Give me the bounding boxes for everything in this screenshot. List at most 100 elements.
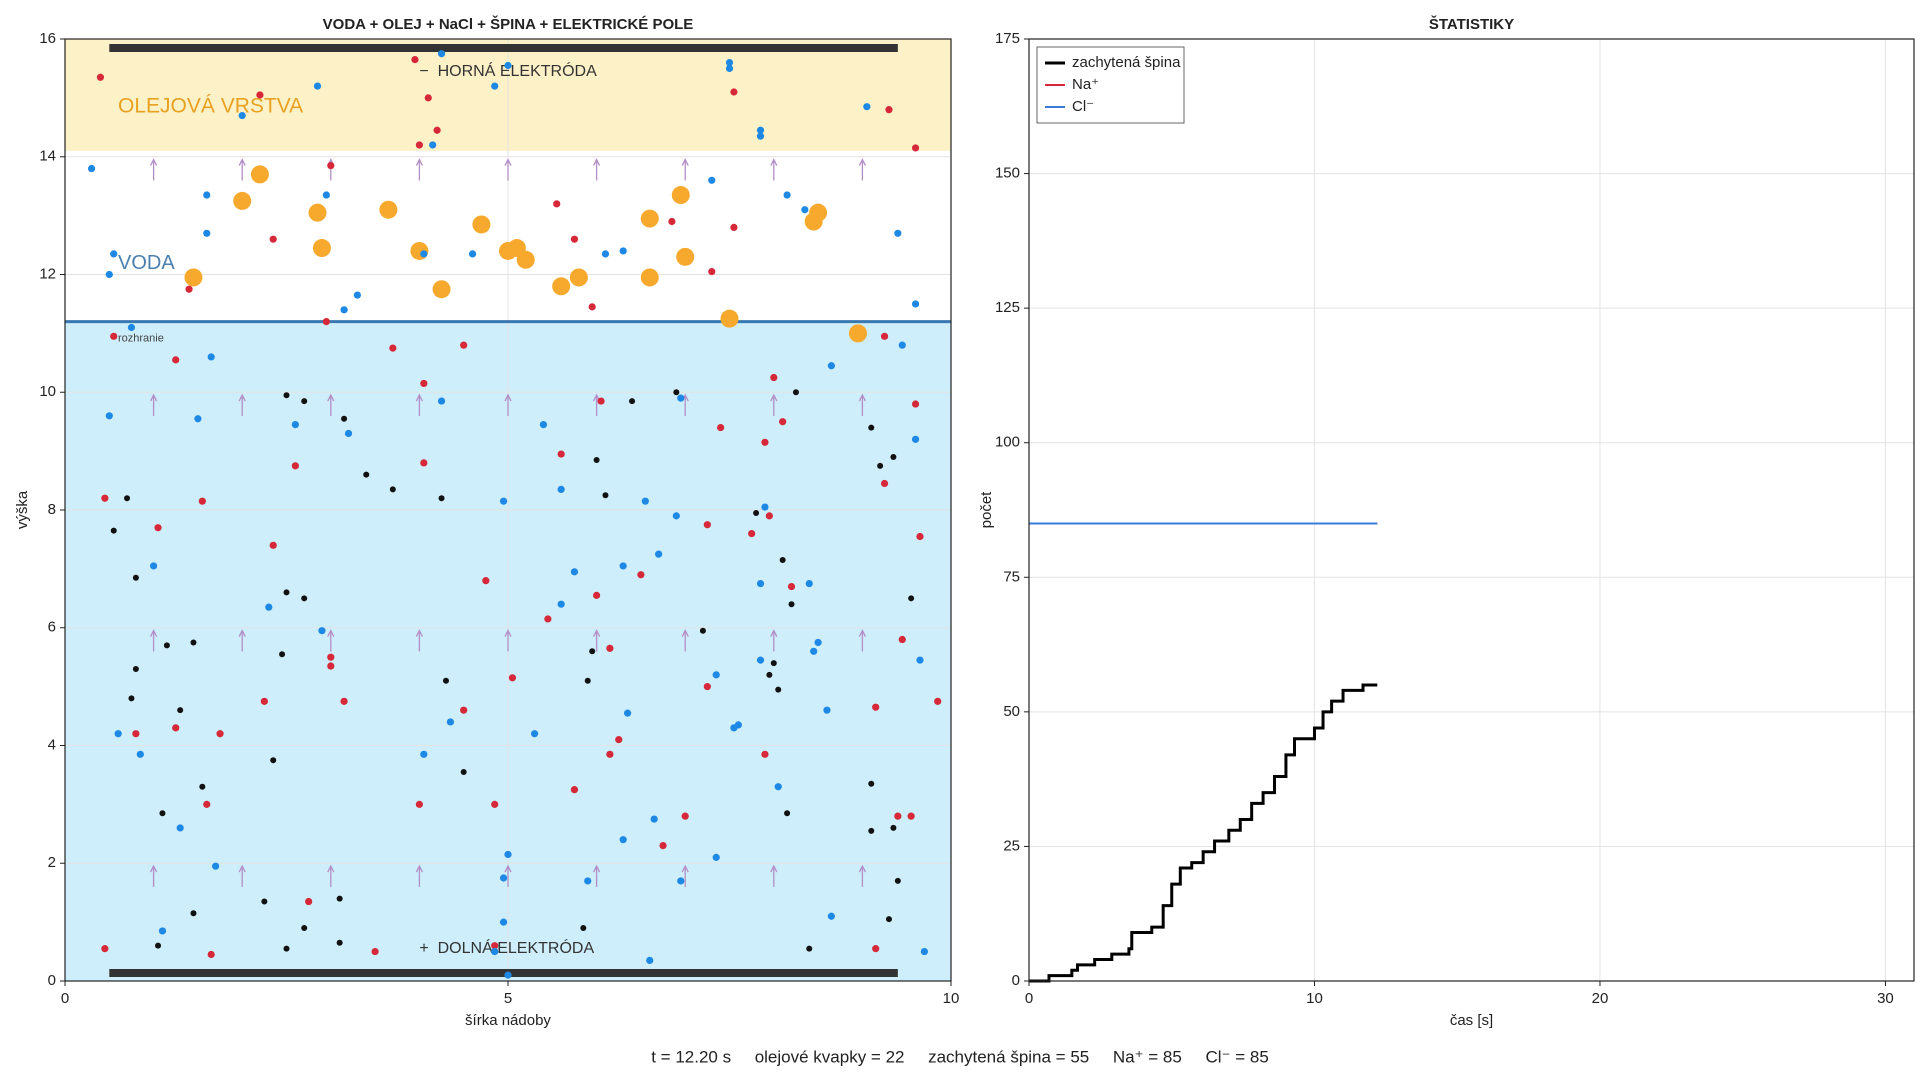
particle xyxy=(124,495,131,502)
particle xyxy=(570,568,579,576)
particle xyxy=(424,94,432,102)
particle xyxy=(646,956,654,964)
particle xyxy=(429,141,437,149)
particle xyxy=(312,239,331,258)
particle xyxy=(260,697,268,705)
field-arrow xyxy=(593,864,601,888)
particle xyxy=(155,942,162,949)
particle xyxy=(499,918,508,926)
particle xyxy=(327,662,335,670)
particle xyxy=(916,532,924,541)
particle xyxy=(756,126,765,134)
y-tick-label: 25 xyxy=(1003,837,1020,854)
y-tick-label: 12 xyxy=(39,265,56,282)
x-tick-label: 5 xyxy=(504,990,512,1007)
particle xyxy=(132,730,140,738)
particle xyxy=(650,815,658,823)
x-tick-label: 20 xyxy=(1592,990,1609,1007)
particle xyxy=(283,589,290,596)
particle xyxy=(681,812,689,820)
particle xyxy=(344,429,353,438)
field-arrow xyxy=(593,158,601,181)
particle xyxy=(499,497,508,505)
particle xyxy=(907,812,915,820)
particle xyxy=(606,750,614,758)
particle xyxy=(589,648,596,655)
particle xyxy=(233,191,252,210)
particle xyxy=(659,841,667,850)
field-arrow xyxy=(327,629,335,652)
y-tick-label: 10 xyxy=(39,383,56,400)
particle xyxy=(433,126,441,134)
particle xyxy=(336,895,343,902)
particle xyxy=(504,971,512,979)
particle xyxy=(823,706,831,714)
particle xyxy=(504,850,512,859)
particle xyxy=(371,947,379,956)
particle xyxy=(190,910,197,917)
particle xyxy=(641,497,649,505)
particle xyxy=(770,373,778,382)
legend-label: Na⁺ xyxy=(1072,76,1099,93)
field-arrow xyxy=(770,158,778,181)
particle xyxy=(570,786,579,794)
particle xyxy=(389,344,397,352)
field-arrow xyxy=(327,864,335,888)
particle xyxy=(114,730,122,738)
particle xyxy=(110,527,117,534)
particle xyxy=(779,557,786,564)
particle xyxy=(491,800,499,808)
particle xyxy=(110,332,118,340)
bottom-electrode-label: + DOLNÁ ELEKTRÓDA xyxy=(419,938,594,957)
field-arrow xyxy=(415,864,423,888)
field-arrow xyxy=(858,629,866,652)
particle xyxy=(868,827,875,834)
particle xyxy=(322,191,330,199)
legend-label: zachytená špina xyxy=(1072,54,1181,71)
particle xyxy=(629,398,636,405)
particle xyxy=(132,665,139,672)
particle xyxy=(756,132,765,140)
y-tick-label: 150 xyxy=(995,165,1020,182)
particle xyxy=(916,656,924,664)
particle xyxy=(756,579,765,588)
particle xyxy=(442,677,449,684)
particle xyxy=(894,229,902,237)
field-arrow xyxy=(150,864,158,888)
particle xyxy=(624,709,632,717)
particle xyxy=(890,454,897,461)
particle xyxy=(602,492,609,499)
particle xyxy=(446,718,455,726)
particle xyxy=(190,639,197,646)
field-arrow xyxy=(770,393,778,417)
particle xyxy=(185,285,193,293)
particle xyxy=(336,939,343,946)
particle xyxy=(814,638,822,647)
particle xyxy=(779,418,787,426)
particle xyxy=(720,309,739,328)
x-axis-label: šírka nádoby xyxy=(465,1012,551,1029)
particle xyxy=(619,836,627,844)
x-tick-label: 0 xyxy=(1025,990,1033,1007)
oil-label: OLEJOVÁ VRSTVA xyxy=(118,94,303,117)
particle xyxy=(110,250,118,258)
field-arrow xyxy=(327,393,335,417)
particle xyxy=(353,291,361,299)
particle xyxy=(761,438,769,446)
particle xyxy=(655,550,663,558)
particle xyxy=(703,521,711,529)
particle xyxy=(788,601,795,608)
particle xyxy=(437,50,446,58)
particle xyxy=(327,161,335,170)
particle xyxy=(472,215,491,234)
particle xyxy=(712,853,720,861)
particle xyxy=(207,950,215,959)
field-arrow xyxy=(681,158,689,181)
chart-title: ŠTATISTIKY xyxy=(1429,15,1514,33)
particle xyxy=(305,897,313,906)
particle xyxy=(261,898,268,905)
particle xyxy=(539,421,548,429)
particle xyxy=(132,574,139,581)
series-line xyxy=(1029,683,1378,983)
particle xyxy=(172,356,180,364)
